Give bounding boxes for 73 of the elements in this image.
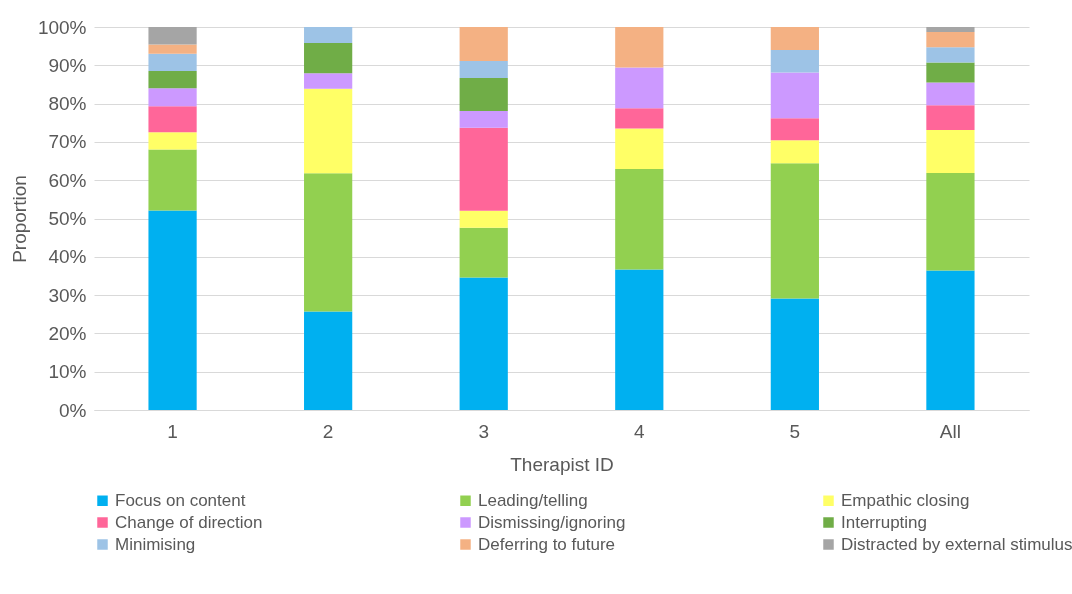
- y-tick-label: 40%: [48, 246, 87, 268]
- y-tick-label: 10%: [48, 361, 87, 383]
- x-tick-label: 1: [167, 420, 178, 442]
- legend-label: Minimising: [115, 534, 196, 554]
- bar: [304, 88, 353, 174]
- y-tick-label: 80%: [48, 93, 87, 115]
- y-tick-label: 70%: [48, 131, 87, 153]
- bar: [770, 163, 819, 299]
- x-tick-label: 2: [322, 420, 334, 442]
- legend-label: Focus on content: [115, 490, 246, 510]
- legend-label: Dismissing/ignoring: [478, 512, 626, 532]
- bar: [770, 27, 819, 50]
- legend-label: Interrupting: [841, 512, 927, 532]
- y-tick-label: 30%: [48, 284, 87, 306]
- bar: [926, 105, 975, 131]
- bar: [770, 140, 819, 164]
- x-axis-title: Therapist ID: [510, 453, 614, 475]
- bar: [770, 298, 819, 410]
- bar: [459, 27, 508, 62]
- bar: [926, 172, 975, 271]
- bar: [926, 130, 975, 173]
- x-tick-label: All: [939, 420, 961, 442]
- bar: [926, 27, 975, 32]
- bar: [459, 61, 508, 78]
- y-tick-label: 20%: [48, 322, 87, 344]
- y-tick-label: 100%: [37, 16, 87, 38]
- x-tick-label: 4: [634, 420, 645, 442]
- y-tick-label: 0%: [59, 399, 87, 421]
- legend-label: Distracted by external stimulus: [841, 534, 1072, 554]
- bar: [926, 82, 975, 106]
- legend-label: Leading/telling: [478, 490, 588, 510]
- bar: [148, 132, 197, 150]
- bar: [615, 27, 664, 68]
- bar: [615, 128, 664, 170]
- bar: [148, 149, 197, 211]
- bar: [615, 108, 664, 129]
- bar: [148, 106, 197, 133]
- bar: [459, 110, 508, 128]
- bar: [459, 227, 508, 278]
- bar: [926, 270, 975, 410]
- y-tick-label: 90%: [48, 54, 87, 76]
- bar: [148, 88, 197, 107]
- bar: [459, 127, 508, 211]
- legend-label: Empathic closing: [841, 490, 970, 510]
- bar: [459, 77, 508, 111]
- bar: [148, 71, 197, 89]
- bar: [770, 118, 819, 141]
- bar: [148, 53, 197, 72]
- bar: [770, 72, 819, 119]
- y-axis-title: Proportion: [8, 175, 30, 263]
- bar: [926, 62, 975, 83]
- bar: [304, 43, 353, 74]
- bar: [459, 277, 508, 410]
- bar: [148, 27, 197, 45]
- bar: [304, 173, 353, 312]
- bar: [304, 27, 353, 44]
- y-tick-label: 50%: [48, 208, 87, 229]
- bar: [459, 210, 508, 228]
- bar: [615, 269, 664, 410]
- legend-label: Deferring to future: [478, 534, 616, 554]
- bar: [926, 31, 975, 48]
- bar: [304, 311, 353, 410]
- bar: [615, 169, 664, 270]
- y-tick-label: 60%: [48, 169, 87, 191]
- bar: [148, 210, 197, 410]
- bar: [148, 44, 197, 54]
- bar: [615, 67, 664, 109]
- bar: [304, 73, 353, 89]
- x-tick-label: 3: [478, 420, 489, 442]
- x-tick-label: 5: [789, 420, 801, 442]
- bar: [770, 49, 819, 73]
- bar: [926, 47, 975, 63]
- legend-label: Change of direction: [115, 512, 263, 532]
